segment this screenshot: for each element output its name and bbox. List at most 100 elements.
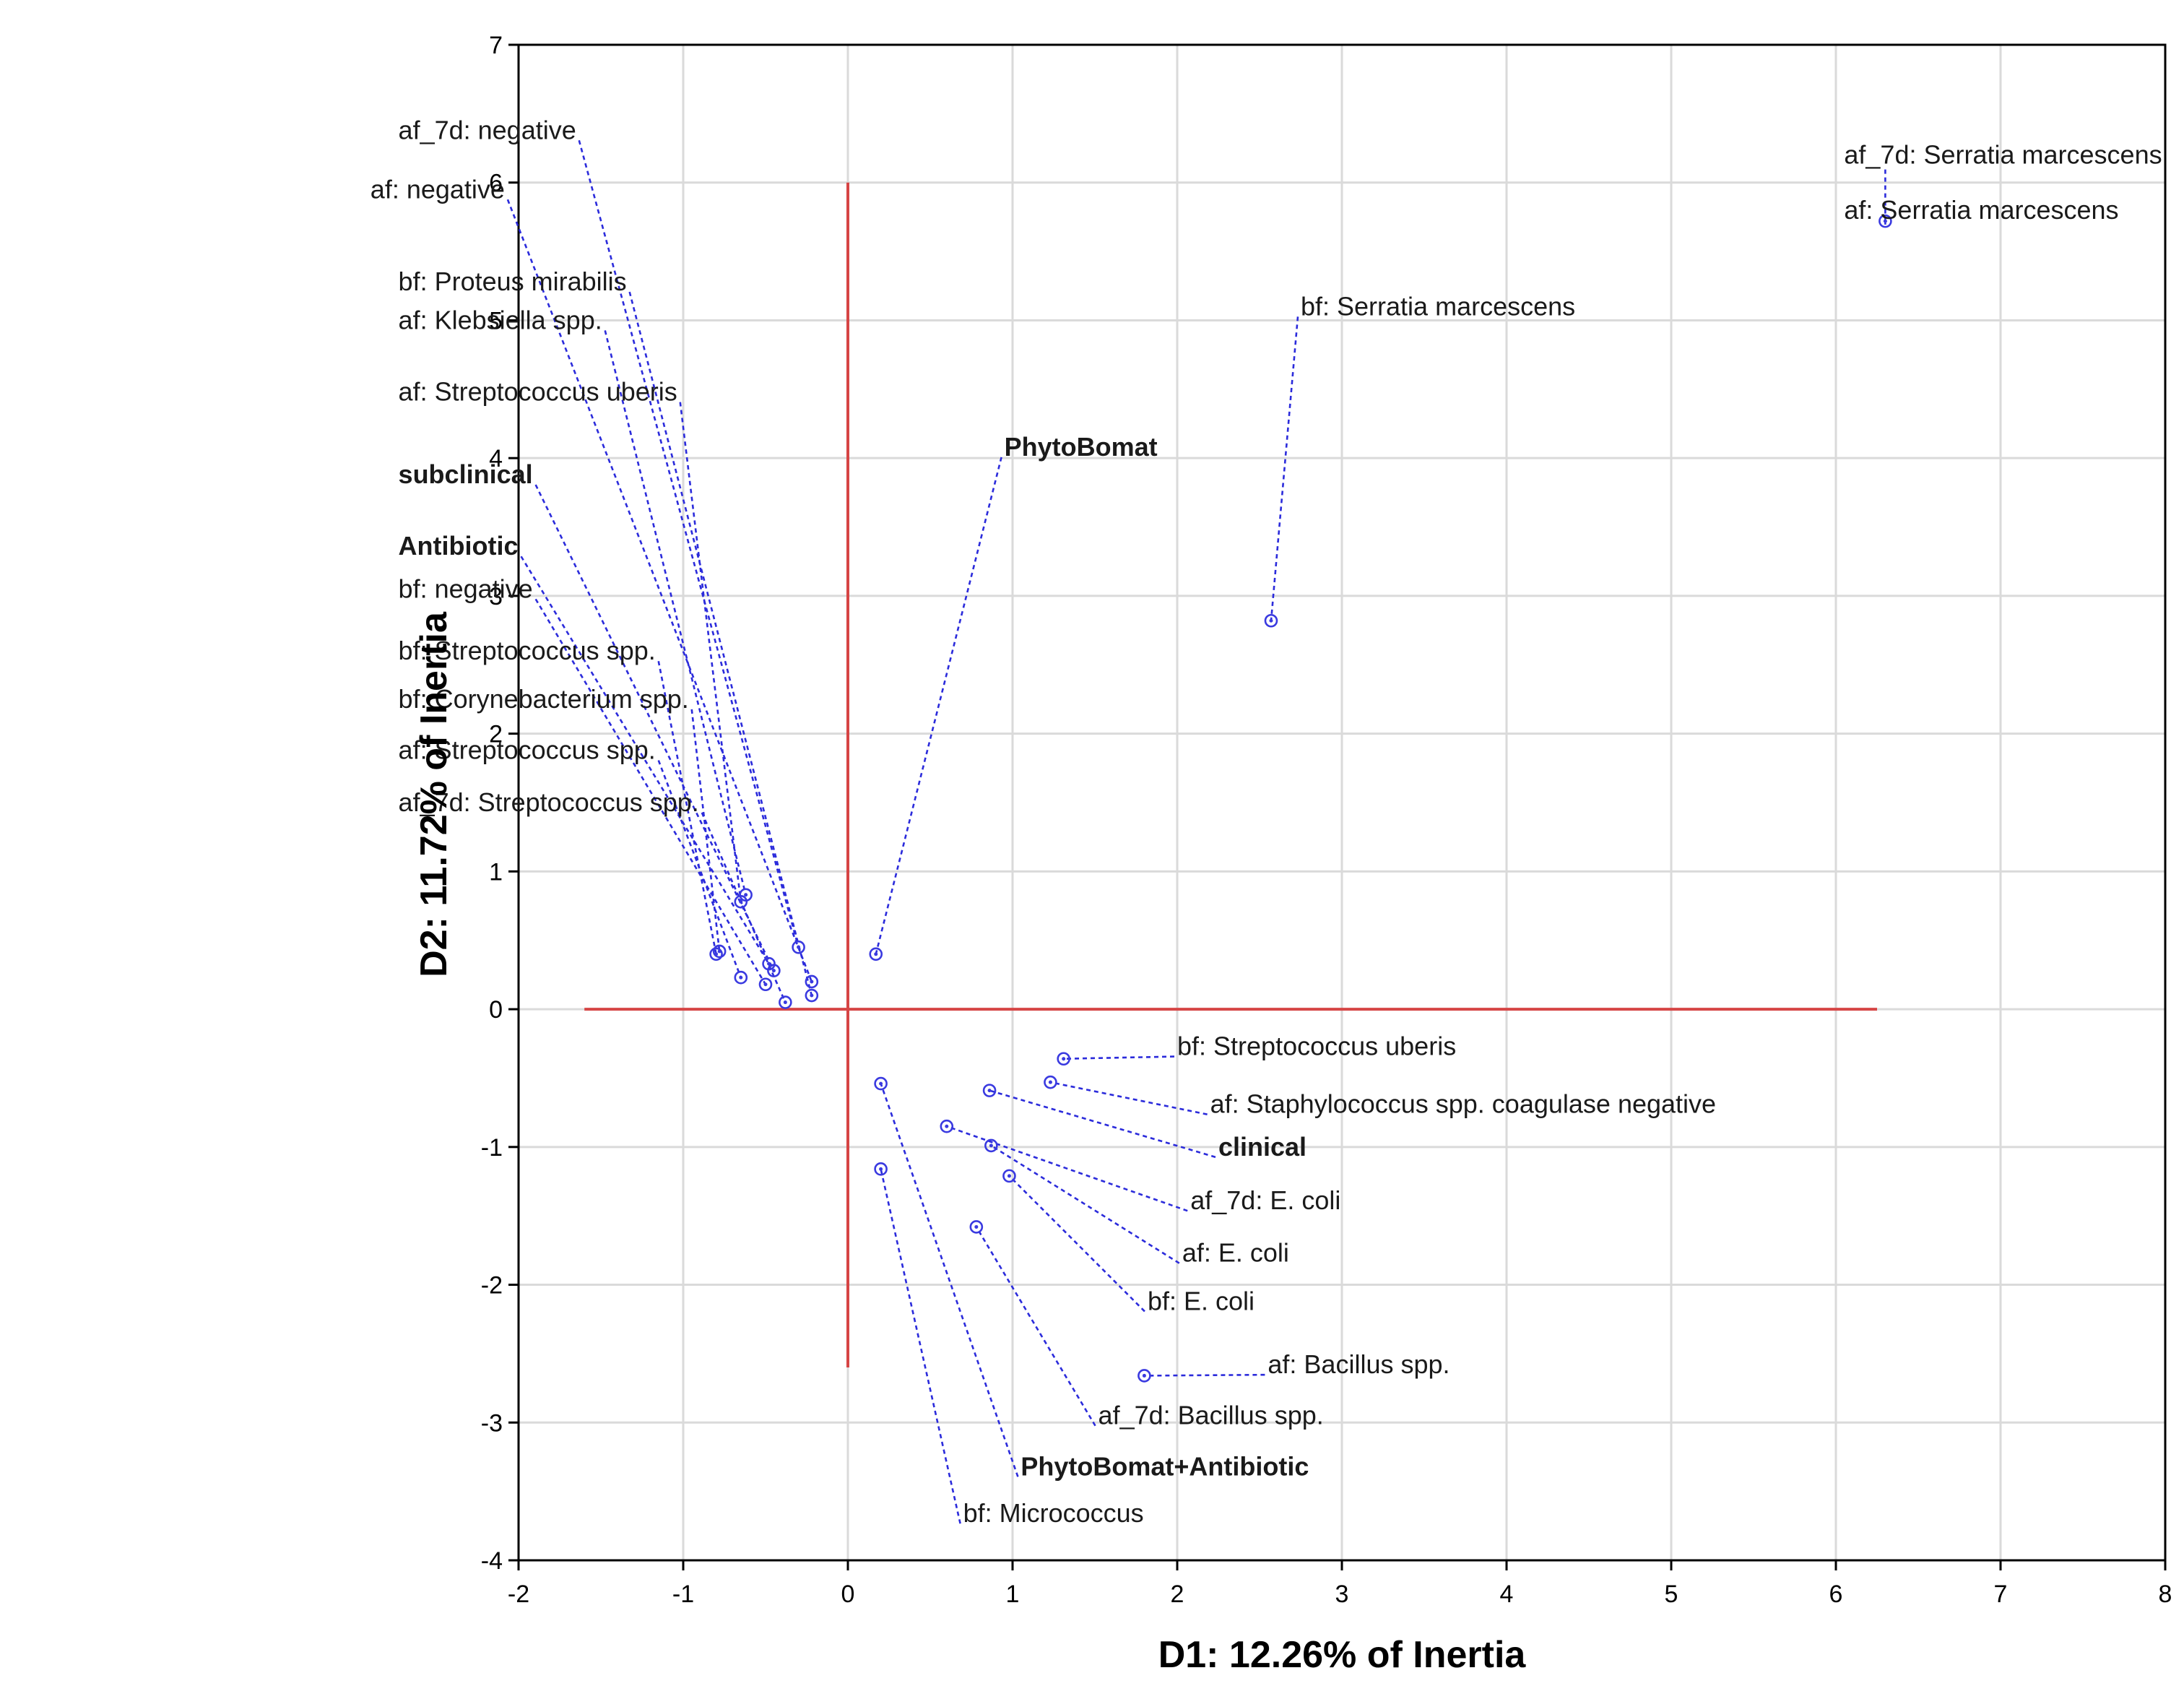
x-axis-title: D1: 12.26% of Inertia xyxy=(1158,1634,1527,1676)
data-point-center-af-streptococcus-uberis xyxy=(739,899,743,904)
y-tick-label: 3 xyxy=(489,583,503,610)
y-tick-label: 0 xyxy=(489,996,503,1024)
data-point-center-bf-proteus-mirabilis xyxy=(810,993,814,998)
y-tick-label: 5 xyxy=(489,307,503,334)
point-label-af-klebsiella-spp: af: Klebsiella spp. xyxy=(399,305,602,334)
data-point-center-af-streptococcus-spp xyxy=(739,975,743,980)
data-point-center-phytobomat-antibiotic xyxy=(879,1081,883,1086)
data-point-center-bf-negative xyxy=(763,982,768,987)
leader-line-bf-micrococcus xyxy=(880,1169,961,1524)
data-point-af-staphylococcus-spp-coagulase-negative xyxy=(1044,1075,1057,1089)
x-tick-label: 3 xyxy=(1335,1581,1349,1608)
y-tick-label: -4 xyxy=(481,1547,503,1575)
data-point-bf-micrococcus xyxy=(874,1162,888,1176)
x-tick-label: 0 xyxy=(841,1581,855,1608)
data-point-bf-streptococcus-uberis xyxy=(1057,1052,1070,1066)
data-point-center-af-klebsiella-spp xyxy=(744,893,748,897)
leader-line-bf-negative xyxy=(534,598,767,985)
x-tick-label: 6 xyxy=(1829,1581,1843,1608)
leader-line-af-e-coli xyxy=(990,1144,1180,1264)
leader-line-af-7d-negative xyxy=(578,139,800,948)
data-point-af-e-coli xyxy=(984,1138,998,1153)
data-point-center-af-7d-negative xyxy=(797,945,801,949)
point-label-af-staphylococcus-spp-coagulase-negative: af: Staphylococcus spp. coagulase negati… xyxy=(1210,1089,1716,1119)
grid-lines xyxy=(517,43,2167,1562)
point-label-bf-e-coli: bf: E. coli xyxy=(1148,1286,1254,1315)
y-tick-label: 2 xyxy=(489,721,503,748)
data-point-bf-proteus-mirabilis xyxy=(805,988,819,1003)
label-leaders xyxy=(506,139,1886,1524)
leader-line-af-klebsiella-spp xyxy=(604,330,747,896)
y-tick-label: 1 xyxy=(489,858,503,886)
axis-ticks: -2 -1 0 1 2 3 4 5 6 7 8 -4 -3 -2 -1 0 1 2 3 4 5 6 7 xyxy=(481,32,2172,1608)
point-label-af-7d-serratia-marcescens: af_7d: Serratia marcescens xyxy=(1844,140,2162,170)
point-label-bf-streptococcus-uberis: bf: Streptococcus uberis xyxy=(1177,1032,1456,1061)
x-tick-label: 8 xyxy=(2159,1581,2172,1608)
leader-line-antibiotic xyxy=(520,555,770,964)
x-tick-label: 2 xyxy=(1171,1581,1184,1608)
data-point-center-af-7d-streptococcus-spp xyxy=(783,1000,787,1005)
leader-line-bf-streptococcus-uberis xyxy=(1063,1055,1175,1060)
data-point-af-7d-bacillus-spp xyxy=(969,1220,984,1234)
data-point-bf-corynebacterium-spp xyxy=(712,944,727,959)
x-tick-label: -2 xyxy=(508,1581,529,1608)
data-points xyxy=(709,214,1892,1383)
y-tick-label: 6 xyxy=(489,170,503,197)
point-label-af-serratia-marcescens: af: Serratia marcescens xyxy=(1844,195,2118,225)
data-point-center-af-e-coli xyxy=(989,1144,993,1148)
point-label-bf-proteus-mirabilis: bf: Proteus mirabilis xyxy=(399,267,627,296)
data-point-center-af-7d-bacillus-spp xyxy=(974,1224,979,1229)
point-label-clinical: clinical xyxy=(1218,1132,1306,1162)
x-tick-label: 1 xyxy=(1006,1581,1020,1608)
data-point-center-bf-micrococcus xyxy=(879,1167,883,1171)
point-label-bf-serratia-marcescens: bf: Serratia marcescens xyxy=(1301,291,1575,321)
leader-line-af-7d-bacillus-spp xyxy=(975,1226,1096,1427)
data-point-center-af-bacillus-spp xyxy=(1142,1373,1146,1378)
x-tick-label: 5 xyxy=(1665,1581,1678,1608)
data-point-af-7d-negative xyxy=(792,940,805,954)
point-label-af-7d-e-coli: af_7d: E. coli xyxy=(1190,1185,1340,1215)
data-point-center-af-negative xyxy=(810,980,814,984)
y-tick-label: 4 xyxy=(489,445,503,472)
data-point-clinical xyxy=(982,1084,997,1097)
point-labels: af_7d: negative af: negative bf: Proteus m… xyxy=(370,115,2162,1528)
point-label-af-7d-streptococcus-spp: af_7d: Streptococcus spp. xyxy=(399,787,699,817)
data-point-center-af-7d-e-coli xyxy=(945,1124,949,1128)
point-label-af-streptococcus-uberis: af: Streptococcus uberis xyxy=(399,377,677,407)
data-point-center-clinical xyxy=(987,1089,992,1093)
x-tick-label: -1 xyxy=(672,1581,694,1608)
leader-line-af-7d-e-coli xyxy=(946,1125,1188,1212)
point-label-bf-micrococcus: bf: Micrococcus xyxy=(963,1498,1144,1528)
leader-line-bf-proteus-mirabilis xyxy=(628,291,813,996)
data-point-af-bacillus-spp xyxy=(1138,1369,1151,1383)
leader-line-af-negative xyxy=(506,199,813,982)
leader-line-bf-corynebacterium-spp xyxy=(690,709,721,952)
data-point-phytobomat xyxy=(869,947,883,961)
data-point-bf-streptococcus-spp xyxy=(709,947,723,961)
leader-line-af-staphylococcus-spp-coagulase-negative xyxy=(1050,1081,1208,1115)
data-point-bf-negative xyxy=(758,977,773,992)
leader-line-af-streptococcus-spp xyxy=(657,760,742,978)
point-label-af-bacillus-spp: af: Bacillus spp. xyxy=(1268,1349,1450,1379)
y-tick-label: 7 xyxy=(489,32,503,59)
data-point-center-antibiotic xyxy=(767,961,771,966)
data-point-af-streptococcus-uberis xyxy=(734,895,748,909)
data-point-bf-serratia-marcescens xyxy=(1264,613,1278,628)
leader-line-phytobomat xyxy=(875,457,1002,955)
point-label-bf-corynebacterium-spp: bf: Corynebacterium spp. xyxy=(399,684,689,714)
point-label-af-7d-negative: af_7d: negative xyxy=(399,115,576,144)
x-tick-label: 7 xyxy=(1994,1581,2008,1608)
point-label-phytobomat: PhytoBomat xyxy=(1005,432,1158,462)
reference-lines xyxy=(584,182,1877,1367)
data-point-af-streptococcus-spp xyxy=(734,970,748,985)
data-point-center-bf-corynebacterium-spp xyxy=(717,949,722,954)
leader-line-bf-serratia-marcescens xyxy=(1270,316,1299,621)
data-point-af-7d-streptococcus-spp xyxy=(779,995,792,1009)
y-tick-label: -1 xyxy=(481,1134,503,1162)
data-point-center-bf-serratia-marcescens xyxy=(1269,618,1273,623)
data-point-center-af-staphylococcus-spp-coagulase-negative xyxy=(1048,1080,1052,1084)
y-tick-label: -3 xyxy=(481,1409,503,1437)
y-tick-label: -2 xyxy=(481,1272,503,1300)
data-point-antibiotic xyxy=(762,956,776,971)
